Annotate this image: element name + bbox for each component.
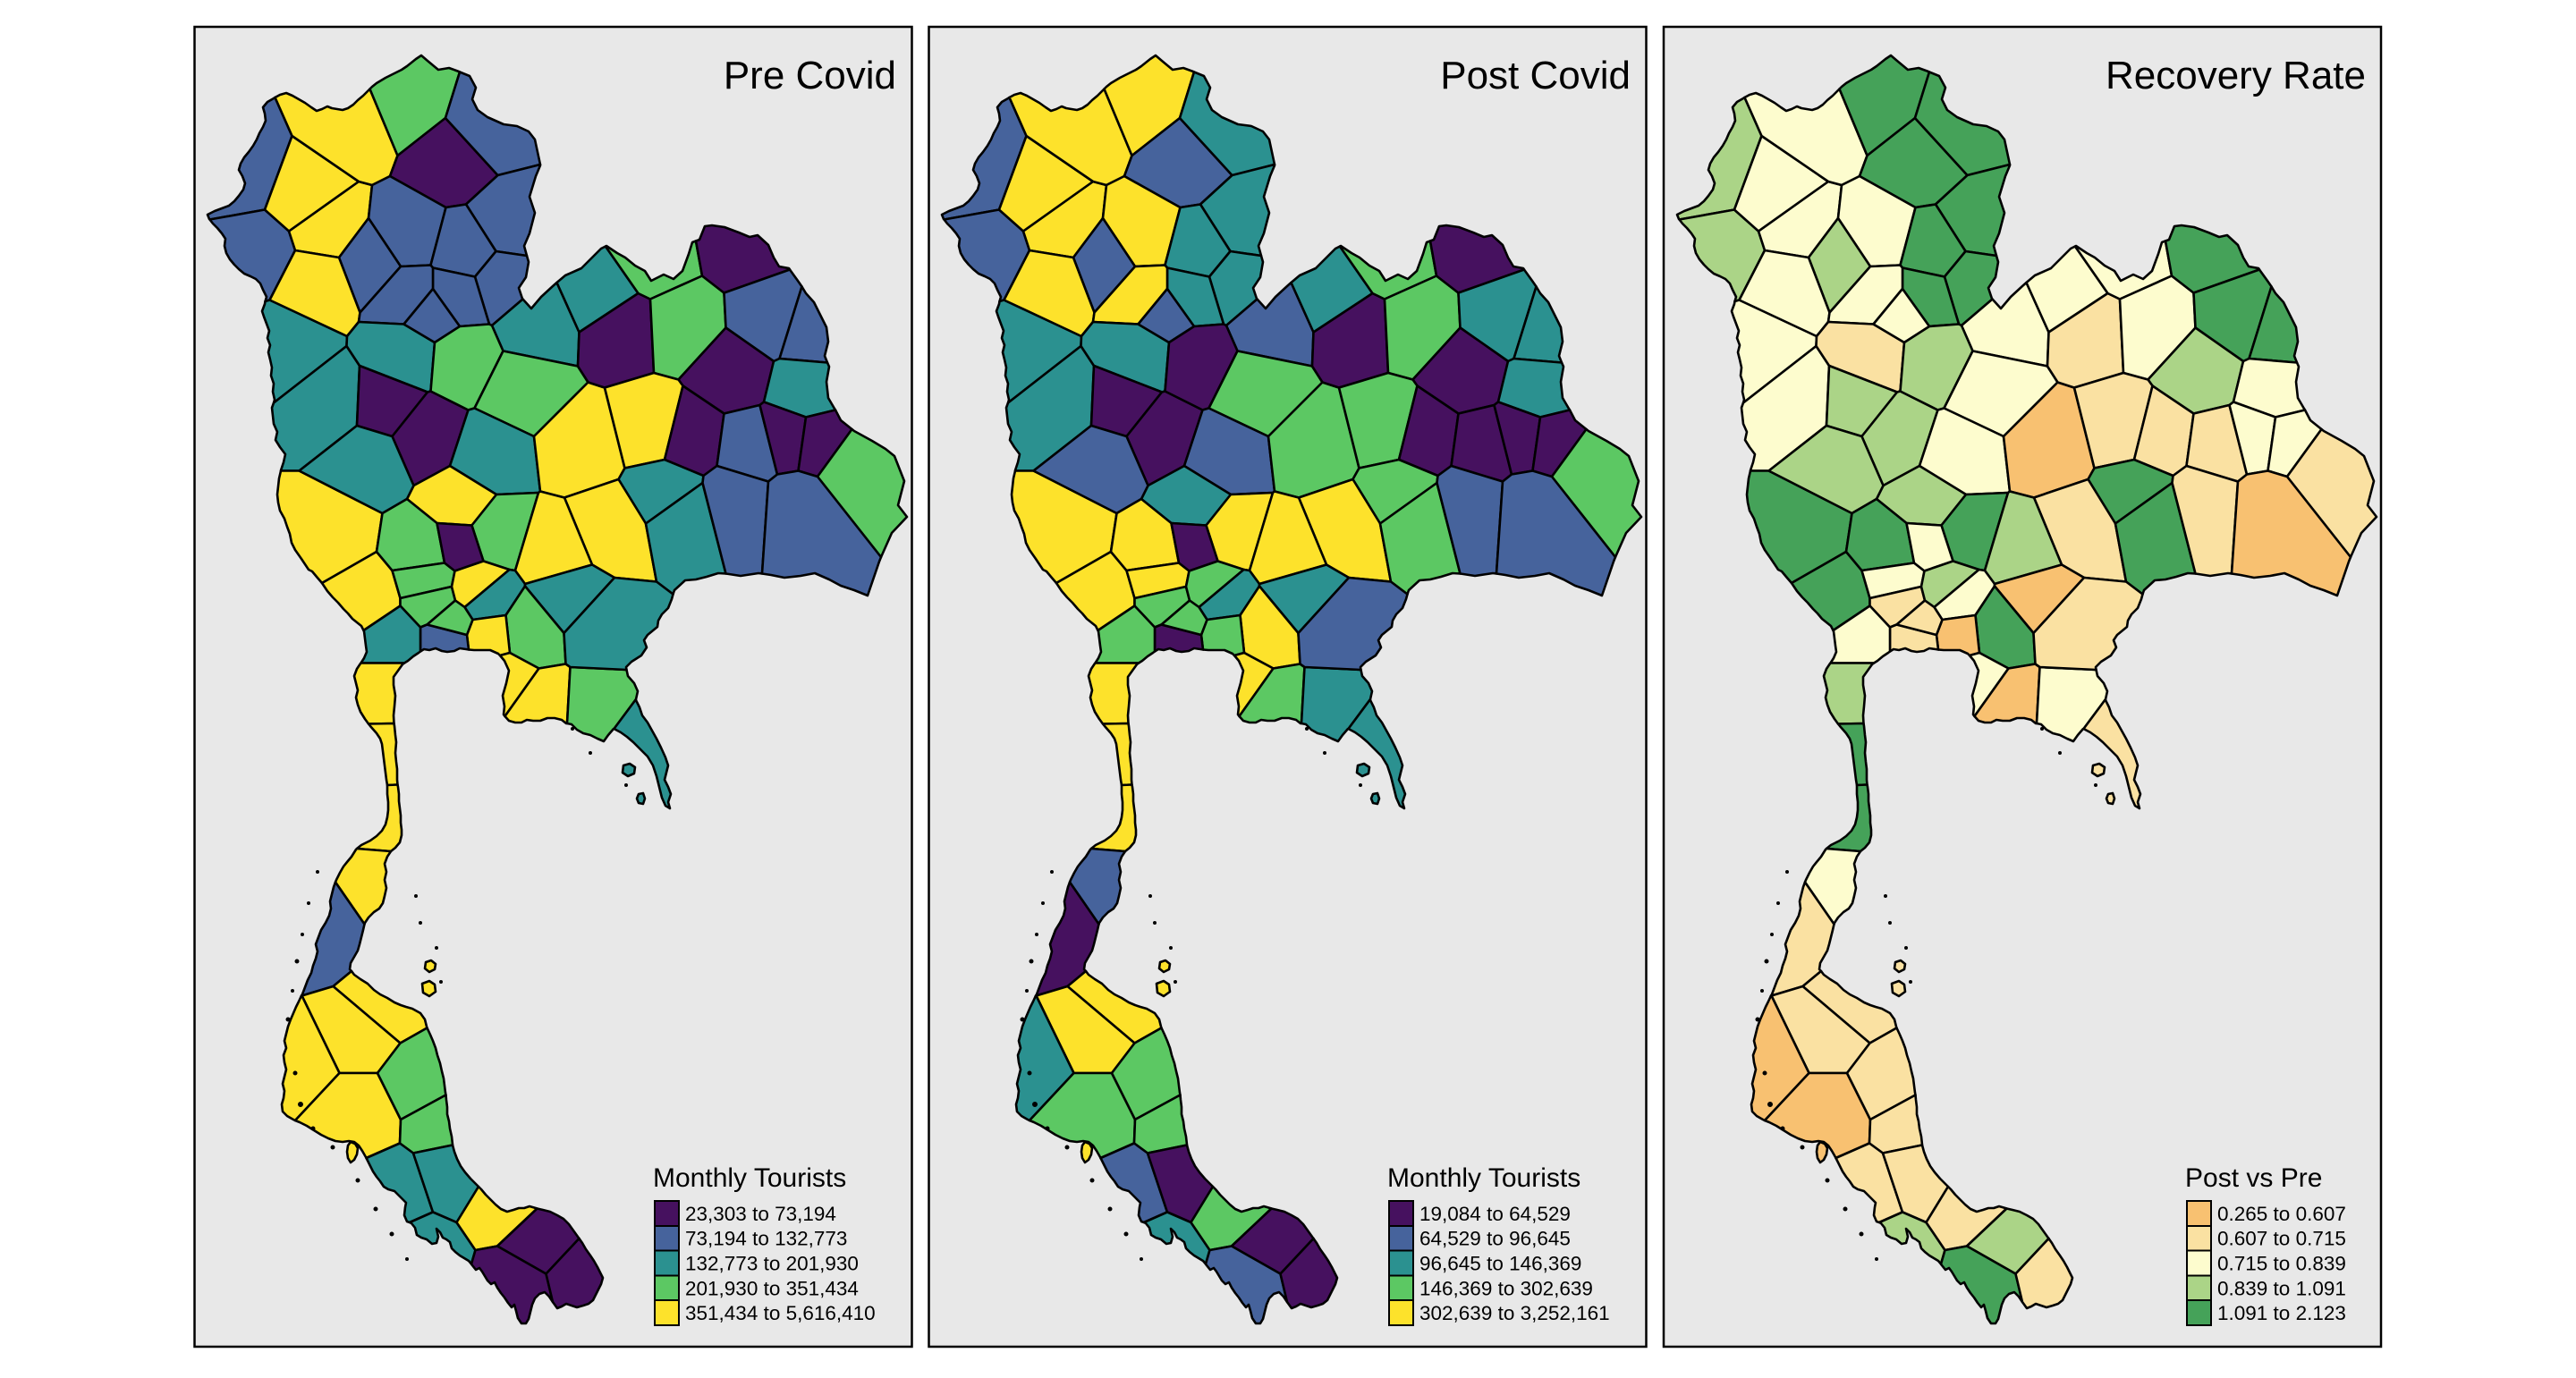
svg-text:Monthly Tourists: Monthly Tourists	[653, 1163, 846, 1193]
svg-text:96,645 to 146,369: 96,645 to 146,369	[1419, 1253, 1581, 1275]
svg-text:Monthly Tourists: Monthly Tourists	[1387, 1163, 1580, 1193]
svg-text:Recovery Rate: Recovery Rate	[2106, 54, 2366, 97]
svg-text:23,303 to 73,194: 23,303 to 73,194	[685, 1203, 836, 1225]
svg-text:302,639 to 3,252,161: 302,639 to 3,252,161	[1419, 1302, 1610, 1324]
svg-text:Post vs Pre: Post vs Pre	[2185, 1163, 2322, 1193]
svg-text:146,369 to 302,639: 146,369 to 302,639	[1419, 1278, 1593, 1300]
svg-text:132,773 to 201,930: 132,773 to 201,930	[685, 1253, 859, 1275]
svg-text:64,529 to 96,645: 64,529 to 96,645	[1419, 1228, 1571, 1250]
svg-text:Post Covid: Post Covid	[1440, 54, 1631, 97]
svg-text:0.839 to 1.091: 0.839 to 1.091	[2217, 1278, 2346, 1300]
svg-text:19,084 to 64,529: 19,084 to 64,529	[1419, 1203, 1571, 1225]
svg-text:Pre Covid: Pre Covid	[724, 54, 896, 97]
svg-text:351,434 to 5,616,410: 351,434 to 5,616,410	[685, 1302, 876, 1324]
svg-text:0.265 to 0.607: 0.265 to 0.607	[2217, 1203, 2346, 1225]
svg-text:73,194 to 132,773: 73,194 to 132,773	[685, 1228, 847, 1250]
svg-text:0.715 to 0.839: 0.715 to 0.839	[2217, 1253, 2346, 1275]
svg-text:201,930 to 351,434: 201,930 to 351,434	[685, 1278, 859, 1300]
svg-text:1.091 to 2.123: 1.091 to 2.123	[2217, 1302, 2346, 1324]
svg-text:0.607 to 0.715: 0.607 to 0.715	[2217, 1228, 2346, 1250]
